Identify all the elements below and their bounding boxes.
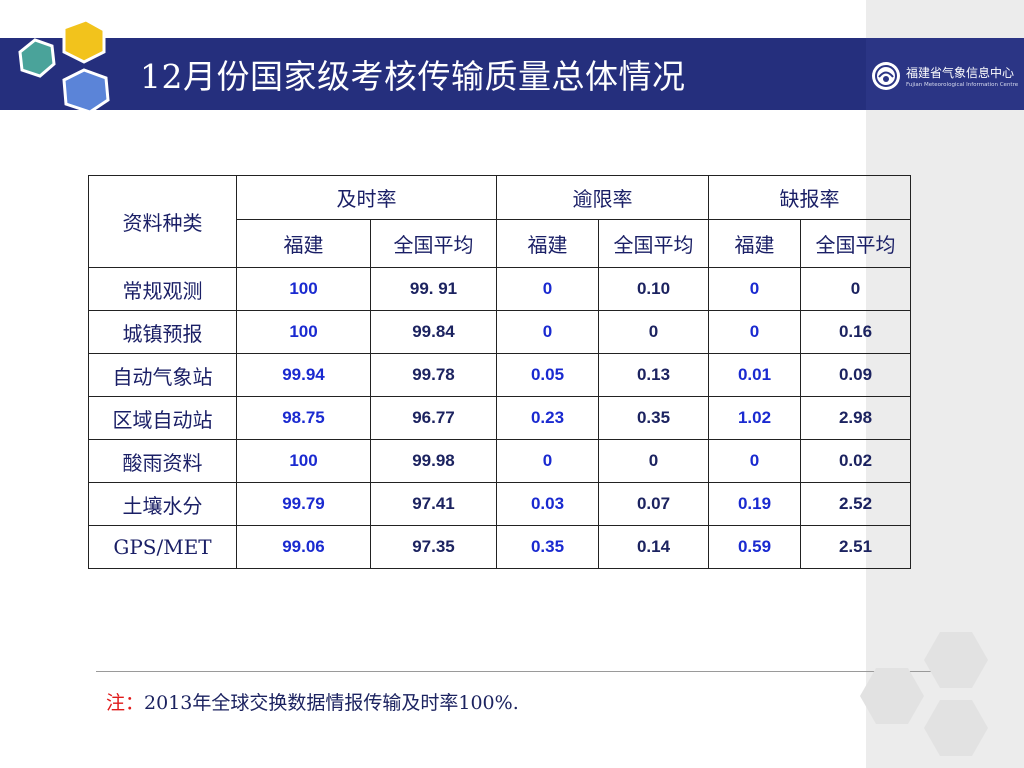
value-cell: 0.02 — [800, 439, 911, 483]
subheader-cell: 全国平均 — [370, 219, 497, 268]
value-cell: 0.09 — [800, 353, 911, 397]
row-label: GPS/MET — [88, 525, 237, 569]
value-cell: 0.07 — [598, 482, 709, 526]
row-label: 区域自动站 — [88, 396, 237, 440]
table-row: 城镇预报 100 99.84 0 0 0 0.16 — [88, 310, 911, 354]
footnote: 注：2013年全球交换数据情报传输及时率100%. — [106, 688, 519, 715]
subheader-cell: 全国平均 — [800, 219, 911, 268]
value-cell: 0 — [708, 439, 801, 483]
value-cell: 98.75 — [236, 396, 371, 440]
title-bar — [0, 38, 866, 110]
value-cell: 99. 91 — [370, 267, 497, 311]
value-cell: 0.13 — [598, 353, 709, 397]
logo-name-cn: 福建省气象信息中心 — [906, 66, 1015, 80]
value-cell: 0 — [800, 267, 911, 311]
row-label: 常规观测 — [88, 267, 237, 311]
value-cell: 0 — [496, 310, 599, 354]
logo-icon — [872, 62, 900, 90]
subheader-cell: 全国平均 — [598, 219, 709, 268]
row-label: 土壤水分 — [88, 482, 237, 526]
value-cell: 99.06 — [236, 525, 371, 569]
table-header-row: 资料种类 及时率 逾限率 缺报率 — [88, 175, 911, 268]
quality-table: 资料种类 及时率 逾限率 缺报率 福建 全国平均 福建 全国平均 福建 全国平均… — [88, 175, 911, 569]
table-subheader-row: 福建 全国平均 福建 全国平均 福建 全国平均 — [89, 219, 911, 268]
value-cell: 0 — [598, 439, 709, 483]
value-cell: 0.23 — [496, 396, 599, 440]
value-cell: 0 — [708, 267, 801, 311]
footnote-prefix: 注： — [106, 692, 145, 714]
value-cell: 0.59 — [708, 525, 801, 569]
value-cell: 0 — [496, 439, 599, 483]
table-row: 自动气象站 99.94 99.78 0.05 0.13 0.01 0.09 — [88, 353, 911, 397]
table-row: GPS/MET 99.06 97.35 0.35 0.14 0.59 2.51 — [88, 525, 911, 569]
value-cell: 97.41 — [370, 482, 497, 526]
table-row: 常规观测 100 99. 91 0 0.10 0 0 — [88, 267, 911, 311]
value-cell: 0 — [708, 310, 801, 354]
value-cell: 0.14 — [598, 525, 709, 569]
hexagon-grey — [924, 700, 988, 756]
value-cell: 2.98 — [800, 396, 911, 440]
row-header-cell: 资料种类 — [88, 175, 237, 268]
table-row: 土壤水分 99.79 97.41 0.03 0.07 0.19 2.52 — [88, 482, 911, 526]
value-cell: 0 — [496, 267, 599, 311]
row-label: 酸雨资料 — [88, 439, 237, 483]
value-cell: 99.94 — [236, 353, 371, 397]
subheader-cell: 福建 — [708, 219, 801, 268]
value-cell: 0 — [598, 310, 709, 354]
value-cell: 97.35 — [370, 525, 497, 569]
value-cell: 99.78 — [370, 353, 497, 397]
subheader-cell: 福建 — [236, 219, 371, 268]
value-cell: 0.10 — [598, 267, 709, 311]
value-cell: 100 — [236, 439, 371, 483]
row-label: 自动气象站 — [88, 353, 237, 397]
value-cell: 0.35 — [496, 525, 599, 569]
value-cell: 2.52 — [800, 482, 911, 526]
hexagon-yellow — [62, 20, 106, 64]
page-title: 12月份国家级考核传输质量总体情况 — [140, 57, 686, 96]
hexagon-grey — [860, 668, 924, 724]
row-label: 城镇预报 — [88, 310, 237, 354]
divider — [96, 671, 936, 672]
value-cell: 0.35 — [598, 396, 709, 440]
value-cell: 96.77 — [370, 396, 497, 440]
table-row: 区域自动站 98.75 96.77 0.23 0.35 1.02 2.98 — [88, 396, 911, 440]
group-header-missing: 缺报率 — [708, 175, 911, 220]
group-header-overdue: 逾限率 — [496, 175, 709, 220]
hexagon-grey — [924, 632, 988, 688]
value-cell: 0.16 — [800, 310, 911, 354]
table-row: 酸雨资料 100 99.98 0 0 0 0.02 — [88, 439, 911, 483]
logo-name-en: Fujian Meteorological Information Centre — [906, 82, 1019, 88]
group-header-timeliness: 及时率 — [236, 175, 497, 220]
value-cell: 100 — [236, 310, 371, 354]
hexagon-teal — [18, 38, 56, 78]
value-cell: 0.01 — [708, 353, 801, 397]
hexagon-decoration — [18, 20, 110, 114]
hexagon-decoration-bottom — [860, 632, 988, 756]
value-cell: 99.79 — [236, 482, 371, 526]
value-cell: 2.51 — [800, 525, 911, 569]
value-cell: 0.03 — [496, 482, 599, 526]
value-cell: 0.19 — [708, 482, 801, 526]
value-cell: 1.02 — [708, 396, 801, 440]
subheader-cell: 福建 — [496, 219, 599, 268]
value-cell: 99.98 — [370, 439, 497, 483]
value-cell: 100 — [236, 267, 371, 311]
value-cell: 99.84 — [370, 310, 497, 354]
footnote-text: 2013年全球交换数据情报传输及时率100%. — [144, 692, 519, 714]
value-cell: 0.05 — [496, 353, 599, 397]
hexagon-blue — [62, 68, 110, 114]
